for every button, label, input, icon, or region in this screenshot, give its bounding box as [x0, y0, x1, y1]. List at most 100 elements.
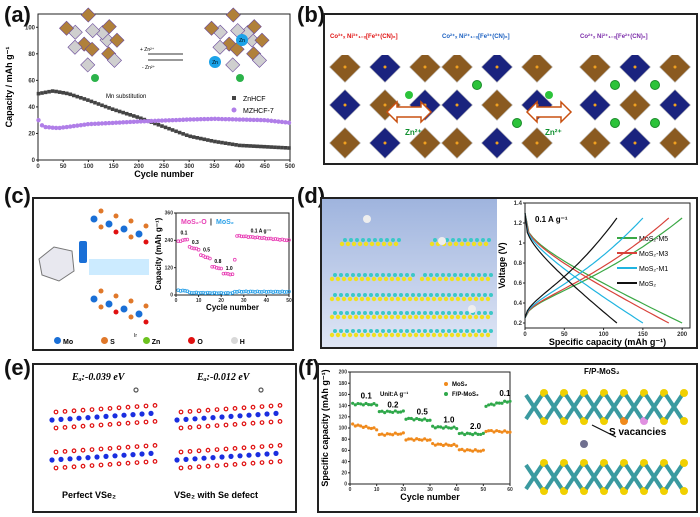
data-point — [505, 400, 509, 404]
octahedron — [328, 55, 362, 84]
data-point — [205, 290, 210, 295]
data-point — [85, 122, 91, 127]
s-atom — [347, 296, 353, 302]
data-point — [237, 289, 242, 294]
discharge-curve — [524, 212, 683, 324]
data-point — [251, 117, 256, 123]
data-point — [36, 91, 41, 96]
se-atom — [80, 407, 86, 413]
zn-ion — [610, 80, 620, 90]
data-point — [487, 429, 491, 433]
data-point — [425, 438, 429, 442]
rate-label: 0.5 — [203, 248, 210, 254]
s-atom — [395, 296, 401, 302]
se-atom — [250, 460, 256, 466]
s-atom — [473, 276, 479, 282]
se-atom — [107, 461, 113, 467]
zn-atom — [236, 34, 248, 46]
data-point — [415, 416, 419, 421]
data-point — [178, 289, 183, 293]
data-point — [117, 120, 122, 125]
s-atom — [365, 296, 371, 302]
s-atom — [143, 223, 149, 229]
mn-atom — [91, 74, 99, 82]
data-point — [248, 144, 252, 148]
data-point — [383, 410, 387, 415]
data-point — [152, 118, 158, 124]
s-atom — [407, 276, 413, 282]
caption-defect: VSe₂ with Se defect — [174, 490, 259, 500]
y-axis-label: Capacity (mAh g⁻¹) — [154, 217, 163, 290]
s-atom — [341, 332, 347, 338]
zn-ion — [363, 215, 371, 223]
x-tick-label: 150 — [638, 332, 649, 338]
data-point — [214, 291, 219, 295]
zn-cluster — [38, 246, 75, 282]
data-point — [287, 289, 291, 294]
legend-marker — [444, 382, 448, 386]
data-point — [181, 132, 185, 136]
s-atom — [401, 276, 407, 282]
mo-atom — [393, 293, 397, 297]
legend-text: Zn — [151, 339, 161, 346]
data-point — [407, 437, 411, 441]
data-point — [257, 289, 262, 294]
s-atom — [371, 296, 377, 302]
data-point — [407, 416, 411, 420]
legend-text: Mo — [63, 339, 74, 346]
data-point — [447, 443, 451, 447]
legend-label: F/P-MoS₂ — [452, 392, 479, 398]
y-tick-label: 0.8 — [514, 261, 523, 267]
s-atom — [128, 234, 134, 240]
se-atom — [232, 422, 238, 427]
metal-center — [535, 65, 539, 69]
s-atom — [113, 293, 119, 299]
mo-atom — [483, 273, 487, 277]
data-point — [265, 118, 271, 123]
octahedron — [578, 55, 612, 84]
v-atom — [112, 413, 118, 419]
data-point — [208, 291, 212, 295]
data-point — [260, 290, 264, 294]
mo-atom — [343, 238, 347, 242]
mo-atom — [471, 273, 475, 277]
octahedron — [80, 57, 96, 73]
y-tick-label: 0 — [344, 482, 347, 488]
panel-d-box — [320, 197, 698, 349]
data-point — [441, 443, 445, 448]
s-atom — [419, 332, 425, 338]
rate-label: 0.8 — [214, 259, 221, 265]
mo-s-bond — [584, 393, 604, 421]
data-point — [117, 109, 122, 114]
data-point — [191, 117, 196, 122]
data-point — [433, 426, 437, 430]
data-point — [428, 418, 432, 422]
mo-atom — [477, 293, 481, 297]
data-point — [217, 291, 221, 295]
se-atom — [125, 420, 131, 426]
data-point — [180, 288, 185, 293]
x-tick-label: 300 — [184, 164, 195, 170]
s-atom — [353, 296, 359, 302]
data-point — [399, 410, 403, 414]
plot-frame — [524, 202, 691, 329]
data-point — [202, 137, 207, 142]
mo-atom — [423, 311, 427, 315]
v-atom — [94, 454, 100, 460]
s-atom — [425, 332, 431, 338]
mo-atom — [339, 329, 343, 333]
data-point — [160, 124, 164, 128]
zn-ion-label-2: Zn²⁺ — [545, 128, 562, 137]
y-tick-label: 1.2 — [514, 221, 523, 227]
x-tick-label: 200 — [134, 164, 145, 170]
se-atom — [223, 422, 229, 428]
data-point — [497, 401, 501, 405]
se-atom — [53, 465, 59, 471]
v-atom — [85, 415, 91, 421]
data-point — [209, 138, 214, 143]
mo-atom — [333, 293, 337, 297]
y-tick-label: 160 — [339, 392, 348, 398]
data-point — [167, 126, 171, 131]
metal-center — [633, 103, 637, 107]
mo-atom — [381, 293, 385, 297]
